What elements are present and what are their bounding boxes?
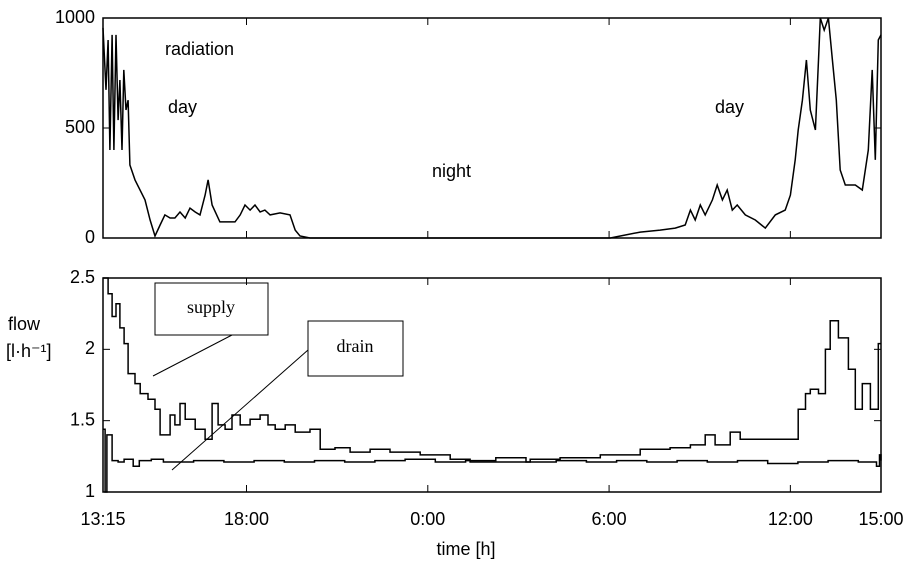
x-tick-label: 18:00 — [224, 509, 269, 529]
annotation: night — [432, 161, 471, 181]
annotation: day — [168, 97, 197, 117]
x-tick-label: 12:00 — [768, 509, 813, 529]
line — [103, 428, 882, 493]
bottom-frame — [102, 277, 882, 493]
x-tick-label: 15:00 — [858, 509, 903, 529]
drain-leader — [171, 349, 309, 471]
y-tick-label: 1000 — [55, 7, 95, 27]
y-tick-label: 2 — [85, 338, 95, 358]
annotation: day — [715, 97, 744, 117]
y-tick-label: 0 — [85, 227, 95, 247]
drain-label: drain — [337, 336, 374, 356]
y-tick-label: 2.5 — [70, 267, 95, 287]
drain-box — [307, 320, 404, 377]
supply-label: supply — [187, 297, 235, 317]
line — [102, 17, 882, 239]
x-tick-label: 13:15 — [80, 509, 125, 529]
annotation: radiation — [165, 39, 234, 59]
y-label: flow — [8, 314, 41, 334]
x-tick-label: 0:00 — [410, 509, 445, 529]
supply-leader — [152, 334, 233, 377]
y-tick-label: 1 — [85, 481, 95, 501]
y-tick-label: 1.5 — [70, 409, 95, 429]
line — [103, 277, 881, 463]
x-label: time [h] — [436, 539, 495, 559]
y-label: [l·h⁻¹] — [6, 341, 52, 361]
x-tick-label: 6:00 — [592, 509, 627, 529]
y-tick-label: 500 — [65, 117, 95, 137]
supply-box — [154, 282, 269, 336]
